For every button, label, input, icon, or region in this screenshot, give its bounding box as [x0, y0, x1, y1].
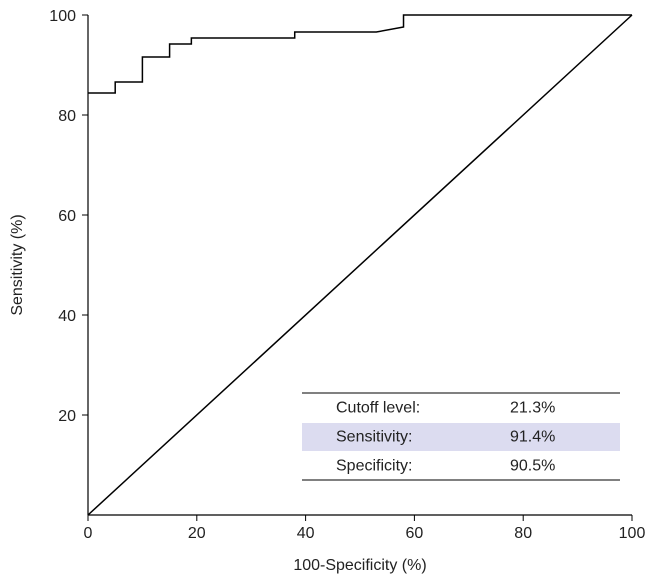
- table-value: 91.4%: [510, 429, 555, 446]
- row-highlight: [302, 423, 620, 451]
- table-label: Specificity:: [336, 458, 412, 475]
- series-line: [88, 14, 632, 94]
- series-line: [87, 14, 633, 516]
- y-axis-label: Sensitivity (%): [9, 214, 26, 315]
- y-tick-label: 20: [58, 408, 76, 425]
- x-tick-label: 80: [514, 525, 532, 542]
- table-label: Sensitivity:: [336, 429, 412, 446]
- y-tick-label: 80: [58, 108, 76, 125]
- x-axis-label: 100-Specificity (%): [293, 557, 426, 574]
- table-value: 90.5%: [510, 458, 555, 475]
- x-tick-label: 60: [406, 525, 424, 542]
- table-label: Cutoff level:: [336, 400, 420, 417]
- x-tick-label: 100: [619, 525, 646, 542]
- x-tick-label: 20: [188, 525, 206, 542]
- y-tick-label: 40: [58, 308, 76, 325]
- y-tick-label: 100: [49, 8, 76, 25]
- table-value: 21.3%: [510, 400, 555, 417]
- y-tick-label: 60: [58, 208, 76, 225]
- x-tick-label: 40: [297, 525, 315, 542]
- x-tick-label: 0: [84, 525, 93, 542]
